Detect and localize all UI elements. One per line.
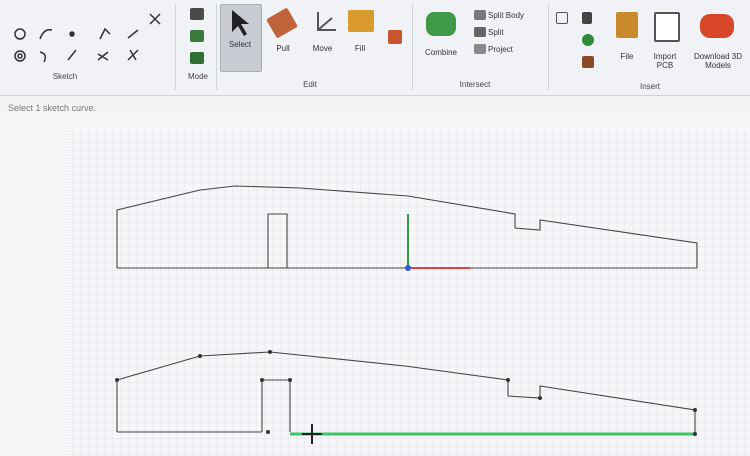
separator bbox=[412, 4, 413, 90]
group-label: Insert bbox=[625, 82, 675, 91]
pull-button[interactable]: Pull bbox=[268, 44, 298, 53]
icon bbox=[190, 30, 204, 42]
group-label: Mode bbox=[178, 72, 218, 81]
select-button[interactable]: Select bbox=[220, 40, 260, 49]
combine-button[interactable]: Combine bbox=[418, 48, 464, 57]
group-label: Intersect bbox=[445, 80, 505, 89]
separator bbox=[548, 4, 549, 90]
group-label: Sketch bbox=[40, 72, 90, 81]
fill-button[interactable]: Fill bbox=[345, 44, 375, 53]
select-icon bbox=[226, 8, 256, 38]
icon bbox=[582, 56, 594, 68]
icon bbox=[654, 12, 680, 42]
icon bbox=[582, 34, 594, 46]
sketch-canvas bbox=[0, 118, 750, 456]
icon bbox=[190, 52, 204, 64]
icon bbox=[556, 12, 568, 24]
group-label: Edit bbox=[290, 80, 330, 89]
icon bbox=[266, 7, 298, 38]
project-button[interactable]: Project bbox=[488, 45, 538, 54]
separator bbox=[216, 4, 217, 90]
icon bbox=[616, 12, 638, 38]
ribbon: Sketch Mode Select Pull Move Fill Edit C… bbox=[0, 0, 750, 96]
icon bbox=[700, 14, 734, 38]
icon bbox=[426, 12, 456, 36]
grid bbox=[65, 130, 750, 456]
icon bbox=[190, 8, 204, 20]
move-icon bbox=[310, 8, 340, 38]
sketch-tools bbox=[10, 4, 180, 74]
icon bbox=[474, 44, 486, 54]
separator bbox=[175, 4, 176, 90]
icon bbox=[474, 27, 486, 37]
screen: Sketch Mode Select Pull Move Fill Edit C… bbox=[0, 0, 750, 456]
split-body-button[interactable]: Split Body bbox=[488, 11, 538, 20]
icon bbox=[582, 12, 592, 24]
icon bbox=[348, 10, 374, 32]
file-button[interactable]: File bbox=[612, 52, 642, 61]
status-text: Select 1 sketch curve. bbox=[8, 103, 96, 113]
split-button[interactable]: Split bbox=[488, 28, 538, 37]
download-button[interactable]: Download 3D Models bbox=[690, 52, 746, 70]
import-button[interactable]: Import PCB bbox=[648, 52, 682, 70]
icon bbox=[474, 10, 486, 20]
move-button[interactable]: Move bbox=[305, 44, 340, 53]
icon bbox=[388, 30, 402, 44]
origin bbox=[405, 265, 411, 271]
